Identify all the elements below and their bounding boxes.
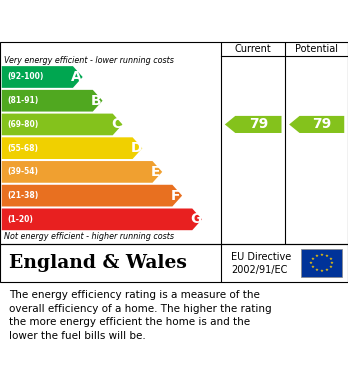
Text: Very energy efficient - lower running costs: Very energy efficient - lower running co… bbox=[4, 56, 174, 65]
Text: The energy efficiency rating is a measure of the
overall efficiency of a home. T: The energy efficiency rating is a measur… bbox=[9, 290, 271, 341]
Polygon shape bbox=[225, 116, 282, 133]
Text: E: E bbox=[151, 165, 161, 179]
Text: Potential: Potential bbox=[295, 44, 338, 54]
Polygon shape bbox=[289, 116, 344, 133]
Text: 79: 79 bbox=[249, 117, 268, 131]
Text: (69-80): (69-80) bbox=[7, 120, 38, 129]
Polygon shape bbox=[2, 90, 103, 111]
Text: ★: ★ bbox=[330, 261, 334, 265]
Text: C: C bbox=[111, 117, 121, 131]
Polygon shape bbox=[2, 208, 202, 230]
Text: (21-38): (21-38) bbox=[7, 191, 38, 200]
Text: ★: ★ bbox=[329, 265, 333, 269]
Text: (55-68): (55-68) bbox=[7, 143, 38, 152]
Text: (81-91): (81-91) bbox=[7, 96, 38, 105]
Text: ★: ★ bbox=[310, 265, 315, 269]
Text: ★: ★ bbox=[314, 254, 318, 258]
Text: ★: ★ bbox=[325, 268, 329, 272]
Text: Current: Current bbox=[235, 44, 271, 54]
Text: ★: ★ bbox=[310, 257, 315, 261]
Text: A: A bbox=[71, 70, 82, 84]
Polygon shape bbox=[2, 66, 83, 88]
Text: G: G bbox=[190, 212, 201, 226]
Text: ★: ★ bbox=[314, 268, 318, 272]
Text: 2002/91/EC: 2002/91/EC bbox=[231, 265, 288, 275]
Bar bbox=[301, 249, 342, 277]
Text: (1-20): (1-20) bbox=[7, 215, 33, 224]
Text: Not energy efficient - higher running costs: Not energy efficient - higher running co… bbox=[4, 232, 174, 241]
Text: (39-54): (39-54) bbox=[7, 167, 38, 176]
Polygon shape bbox=[2, 137, 142, 159]
Polygon shape bbox=[2, 185, 182, 206]
Text: B: B bbox=[91, 94, 102, 108]
Text: ★: ★ bbox=[329, 257, 333, 261]
Text: 79: 79 bbox=[312, 117, 332, 131]
Text: D: D bbox=[130, 141, 142, 155]
Text: ★: ★ bbox=[325, 254, 329, 258]
Text: ★: ★ bbox=[319, 253, 324, 257]
Text: Energy Efficiency Rating: Energy Efficiency Rating bbox=[9, 13, 219, 29]
Text: ★: ★ bbox=[319, 269, 324, 273]
Polygon shape bbox=[2, 161, 162, 183]
Text: EU Directive: EU Directive bbox=[231, 252, 292, 262]
Text: (92-100): (92-100) bbox=[7, 72, 44, 81]
Polygon shape bbox=[2, 114, 122, 135]
Text: ★: ★ bbox=[309, 261, 313, 265]
Text: F: F bbox=[171, 188, 181, 203]
Text: England & Wales: England & Wales bbox=[9, 254, 187, 272]
